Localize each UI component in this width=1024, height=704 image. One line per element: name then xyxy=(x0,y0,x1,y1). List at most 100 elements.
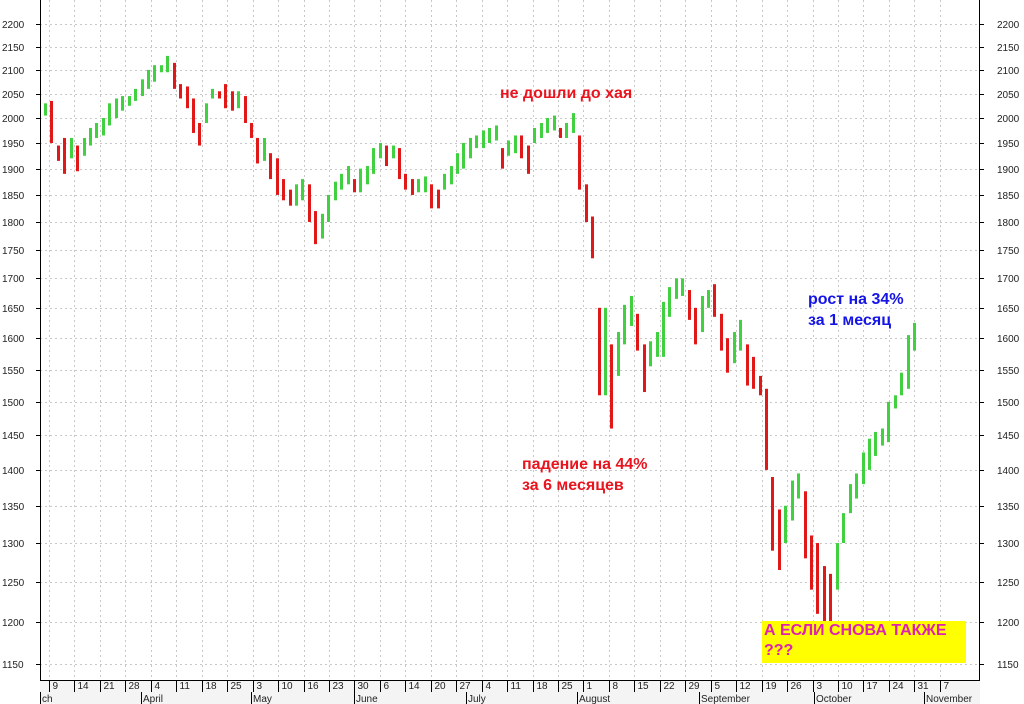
price-bar xyxy=(887,401,890,443)
price-bar xyxy=(366,166,369,185)
price-bar xyxy=(578,135,581,190)
x-day-label: 14 xyxy=(409,681,421,692)
price-bar xyxy=(540,122,543,138)
price-bar xyxy=(50,100,53,144)
y-tick-label-left: 1650 xyxy=(2,304,25,315)
annotation-decline-period: за 6 месяцев xyxy=(522,477,624,494)
left-y-axis: 2200 2150 2100 2050 2000 1950 1900 1850 1800 1750… xyxy=(2,20,40,671)
price-bar xyxy=(205,103,208,123)
grid xyxy=(40,0,980,680)
y-tick-label-left: 1150 xyxy=(2,660,24,671)
price-bar xyxy=(610,344,613,429)
price-bar xyxy=(218,91,221,99)
price-bar xyxy=(791,480,794,521)
x-day-label: 16 xyxy=(308,681,320,692)
price-bar xyxy=(269,153,272,180)
x-day-label: 21 xyxy=(104,681,116,692)
x-day-label: 10 xyxy=(842,681,854,692)
price-bar xyxy=(121,96,124,111)
y-tick-label-left: 1450 xyxy=(2,431,25,442)
x-day-label: 18 xyxy=(206,681,218,692)
y-tick-label-left: 1350 xyxy=(2,502,25,513)
y-tick-label-left: 1800 xyxy=(2,218,25,229)
price-bar xyxy=(746,344,749,386)
price-bar xyxy=(347,166,350,185)
x-day-label: 19 xyxy=(766,681,778,692)
price-bar xyxy=(192,98,195,133)
price-bar xyxy=(836,543,839,590)
y-tick-label-right: 1950 xyxy=(997,139,1020,150)
price-bar xyxy=(559,127,562,138)
price-bar xyxy=(128,96,131,106)
y-tick-label-right: 2150 xyxy=(997,43,1020,54)
x-day-label: 6 xyxy=(384,681,390,692)
y-tick-label-left: 1400 xyxy=(2,466,25,477)
x-month-label: April xyxy=(143,694,163,704)
x-day-label: 30 xyxy=(358,681,370,692)
x-month-label: July xyxy=(468,694,486,704)
price-bar xyxy=(713,284,716,317)
price-bar xyxy=(392,145,395,159)
price-bar xyxy=(488,127,491,144)
price-bar xyxy=(881,428,884,446)
price-bar xyxy=(89,127,92,146)
y-tick-label-left: 1700 xyxy=(2,274,25,285)
y-tick-label-right: 2000 xyxy=(997,114,1020,125)
price-bar xyxy=(804,491,807,559)
y-tick-label-left: 1900 xyxy=(2,165,25,176)
price-bar xyxy=(404,173,407,190)
price-bar xyxy=(289,189,292,206)
price-bar xyxy=(604,307,607,396)
price-bar xyxy=(520,135,523,159)
price-bar xyxy=(630,295,633,326)
price-bar xyxy=(656,332,659,357)
price-bar xyxy=(759,375,762,396)
y-tick-label-right: 1500 xyxy=(997,398,1020,409)
price-bar xyxy=(527,145,530,174)
price-bar xyxy=(707,290,710,308)
x-month-label: August xyxy=(579,694,610,704)
price-bar xyxy=(372,148,375,174)
price-bar xyxy=(321,213,324,239)
x-day-label: 26 xyxy=(791,681,803,692)
price-bar xyxy=(385,145,388,167)
price-bar xyxy=(662,301,665,357)
x-day-label: 12 xyxy=(740,681,752,692)
price-bar xyxy=(57,145,60,161)
price-bar xyxy=(134,88,137,101)
x-axis-strip xyxy=(40,680,980,704)
y-tick-label-left: 1850 xyxy=(2,191,25,202)
x-axis-month-labels: ch April May June July August September October… xyxy=(40,692,973,704)
x-day-label: 23 xyxy=(333,681,345,692)
price-bar xyxy=(198,122,201,146)
price-bar xyxy=(482,130,485,149)
price-bar xyxy=(475,135,478,149)
annotation-question-box: А ЕСЛИ СНОВА ТАКЖЕ ??? xyxy=(762,621,966,663)
y-tick-label-right: 1600 xyxy=(997,334,1020,345)
y-tick-label-left: 1200 xyxy=(2,618,25,629)
y-tick-label-left: 2000 xyxy=(2,114,25,125)
price-bar xyxy=(585,184,588,222)
price-bar xyxy=(816,543,819,614)
price-bar xyxy=(649,341,652,367)
price-bar xyxy=(70,137,73,159)
price-bar xyxy=(533,127,536,144)
y-tick-label-right: 1400 xyxy=(997,466,1020,477)
x-day-label: 14 xyxy=(78,681,90,692)
price-bar xyxy=(739,319,742,351)
y-tick-label-left: 2100 xyxy=(2,66,25,77)
right-y-axis: 2200 2150 2100 2050 2000 1950 1900 1850 1800 1750… xyxy=(980,20,1020,671)
x-day-label: 28 xyxy=(129,681,141,692)
price-bar xyxy=(424,176,427,193)
y-tick-label-left: 2050 xyxy=(2,90,25,101)
y-tick-label-right: 1700 xyxy=(997,274,1020,285)
price-bar xyxy=(694,307,697,345)
y-tick-label-left: 1250 xyxy=(2,578,25,589)
price-bar xyxy=(276,158,279,195)
price-bar xyxy=(623,304,626,345)
y-tick-label-right: 1450 xyxy=(997,431,1020,442)
price-bar xyxy=(771,476,774,551)
price-bar xyxy=(263,137,266,161)
price-bar xyxy=(340,173,343,190)
price-bar xyxy=(874,431,877,456)
